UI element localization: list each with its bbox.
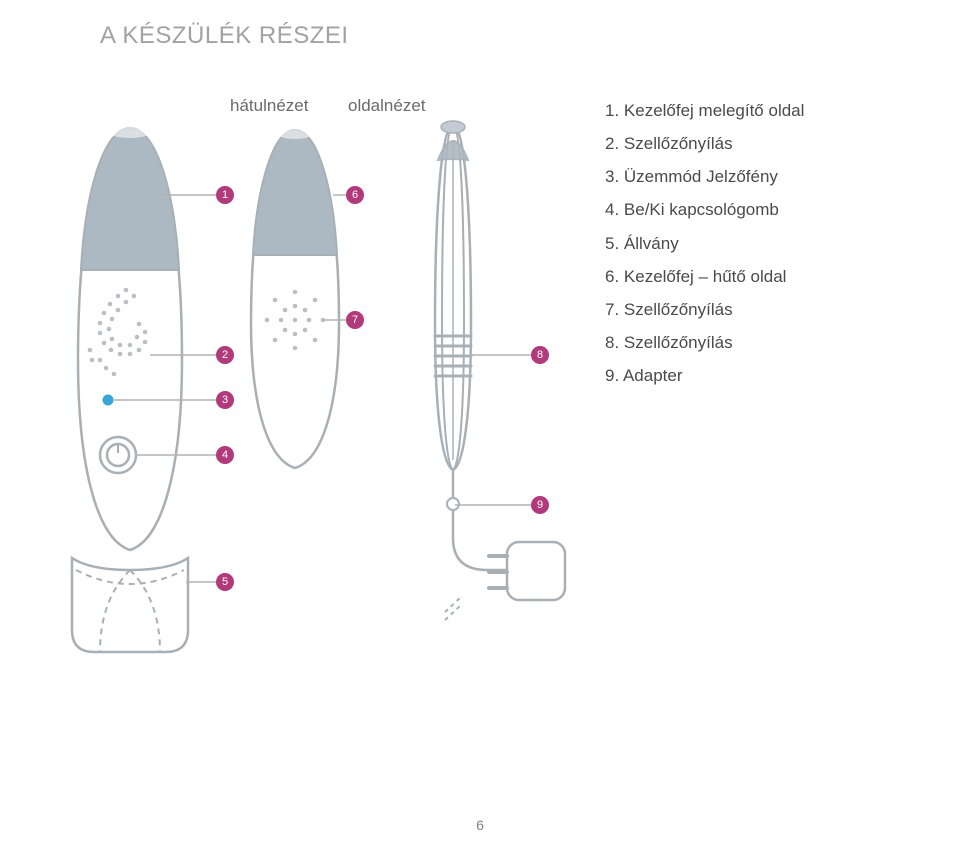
device-diagram: 1 2 3 4 5 6 7 8 9 <box>60 100 590 780</box>
list-item: 1. Kezelőfej melegítő oldal <box>605 94 804 127</box>
svg-text:2: 2 <box>222 349 228 361</box>
list-item: 5. Állvány <box>605 227 804 260</box>
svg-text:7: 7 <box>352 314 358 326</box>
svg-text:6: 6 <box>352 189 358 201</box>
list-item: 6. Kezelőfej – hűtő oldal <box>605 260 804 293</box>
svg-text:5: 5 <box>222 576 228 588</box>
svg-text:1: 1 <box>222 189 228 201</box>
list-item: 7. Szellőzőnyílás <box>605 293 804 326</box>
device-back-view <box>72 122 218 652</box>
list-item: 8. Szellőzőnyílás <box>605 326 804 359</box>
svg-text:3: 3 <box>222 394 228 406</box>
list-item: 9. Adapter <box>605 359 804 392</box>
svg-text:9: 9 <box>537 499 543 511</box>
parts-list: 1. Kezelőfej melegítő oldal 2. Szellőzőn… <box>605 94 804 392</box>
page-number: 6 <box>0 817 960 833</box>
list-item: 2. Szellőzőnyílás <box>605 127 804 160</box>
svg-text:4: 4 <box>222 449 228 461</box>
list-item: 3. Üzemmód Jelzőfény <box>605 160 804 193</box>
device-side-view <box>251 125 348 468</box>
device-edge-view <box>435 121 565 620</box>
svg-text:8: 8 <box>537 349 543 361</box>
page-title: A KÉSZÜLÉK RÉSZEI <box>100 22 349 50</box>
list-item: 4. Be/Ki kapcsológomb <box>605 193 804 226</box>
